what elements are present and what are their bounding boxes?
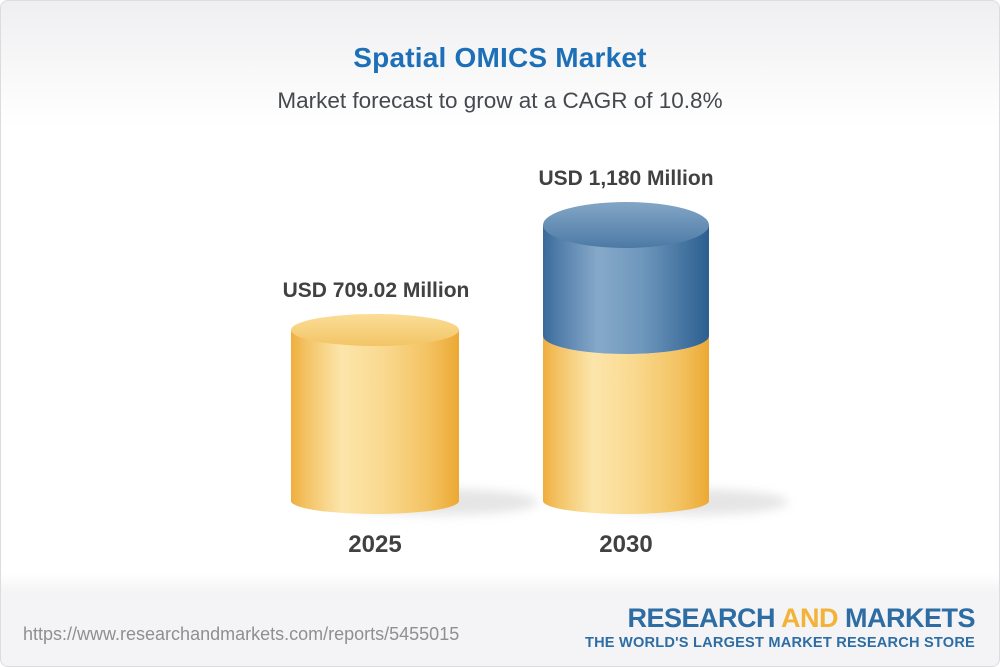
source-url: https://www.researchandmarkets.com/repor… [23,624,460,644]
category-label-2025: 2025 [348,531,402,558]
research-and-markets-logo: RESEARCH AND MARKETS THE WORLD'S LARGEST… [584,603,976,651]
bar-2025-top [291,314,459,346]
bar-2030 [543,202,709,514]
value-label-2030: USD 1,180 Million [538,167,714,190]
logo-word-markets: MARKETS [845,603,976,633]
value-label-2025: USD 709.02 Million [282,279,470,302]
page-title: Spatial OMICS Market [353,42,647,73]
bar-2030-top [543,202,709,248]
logo-word-and: AND [780,603,839,633]
bar-2025-body [291,330,459,514]
logo-wordmark: RESEARCH AND MARKETS [585,603,976,634]
bar-2030-growth-segment [543,225,709,354]
bar-2025 [291,314,459,514]
logo-tagline: THE WORLD'S LARGEST MARKET RESEARCH STOR… [584,634,975,651]
page-subtitle: Market forecast to grow at a CAGR of 10.… [277,88,723,113]
logo-word-research: RESEARCH [627,603,775,633]
bar-2030-base-segment [543,336,709,514]
category-label-2030: 2030 [599,531,653,558]
